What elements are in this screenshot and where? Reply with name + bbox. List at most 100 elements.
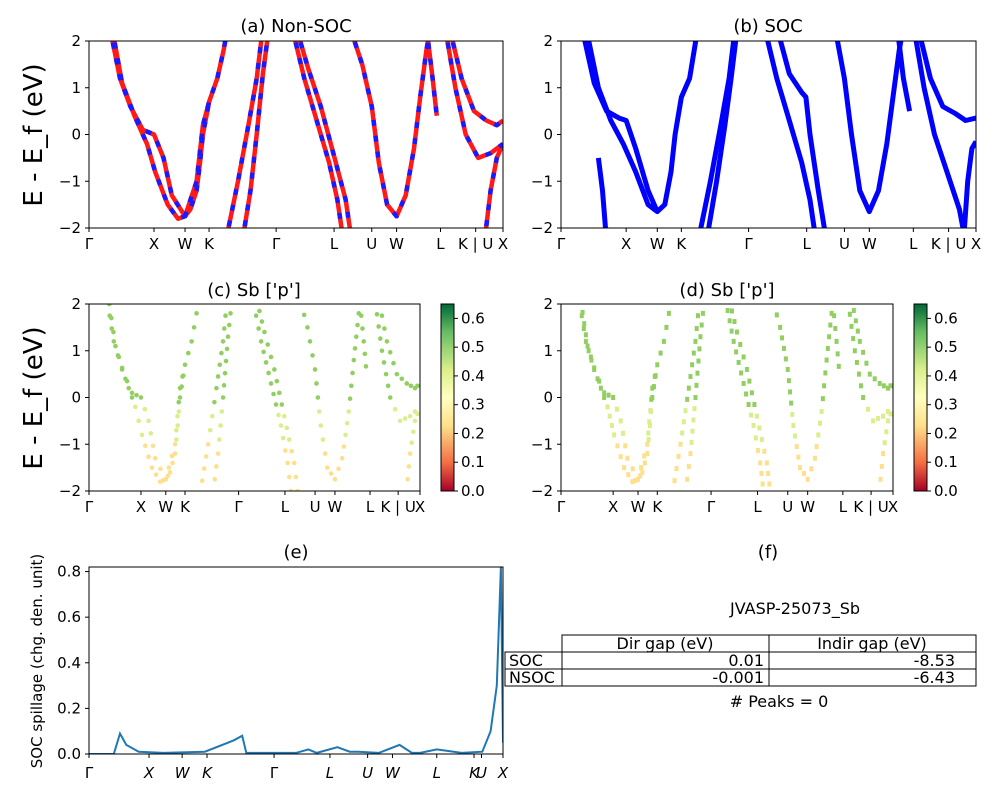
colorbar-tick-label: 0.0 (461, 482, 485, 500)
panelC-xtick-label: X (415, 498, 425, 516)
projection-point (328, 471, 334, 476)
projection-point (266, 370, 271, 376)
projection-point (384, 339, 390, 344)
projection-point (751, 423, 756, 429)
projection-point (805, 476, 810, 482)
projection-point (274, 378, 280, 384)
projection-point (209, 413, 215, 419)
projection-point (262, 329, 267, 335)
projection-point (407, 451, 413, 456)
projection-point (379, 348, 385, 354)
projection-point (142, 406, 148, 412)
projection-point (736, 359, 741, 365)
band-line (483, 142, 503, 228)
spillage-ylabel: SOC spillage (chg. den. unit) (28, 554, 46, 769)
projection-point (220, 395, 226, 400)
band-line (425, 41, 440, 117)
projection-point (113, 343, 118, 349)
projection-point (825, 345, 830, 351)
spillage-xtick-label: W (175, 764, 191, 782)
projection-point (586, 348, 591, 354)
projection-point (404, 381, 410, 386)
projection-point (689, 439, 694, 445)
panelC-ytick-label: 0 (71, 389, 81, 407)
projection-point (109, 326, 115, 331)
projection-point (686, 463, 691, 469)
projection-point (696, 358, 701, 364)
projection-point (215, 374, 221, 379)
projection-point (407, 413, 413, 419)
projection-point (126, 385, 132, 391)
projection-point (214, 464, 219, 469)
band-line (352, 41, 431, 219)
projection-point (760, 481, 765, 487)
projection-point (257, 308, 262, 314)
colorbar-d (913, 303, 928, 492)
band-line (706, 41, 739, 228)
panel-a-title: (a) Non-SOC (240, 16, 351, 37)
projection-point (174, 437, 179, 442)
projection-point (277, 390, 282, 396)
projection-point (864, 360, 869, 366)
spillage-ytick-label: 0.2 (57, 699, 81, 717)
table-header-indir-gap: Indir gap (eV) (817, 634, 927, 653)
projection-point (859, 383, 864, 389)
projection-point (645, 441, 650, 447)
colorbar-tick-label: 0.5 (934, 338, 958, 356)
projection-point (146, 418, 151, 424)
projection-point (139, 432, 145, 438)
projection-point (175, 423, 181, 428)
projection-point (397, 418, 403, 424)
panelD-xtick-label: X (608, 498, 618, 516)
panel-f-title: (f) (758, 542, 778, 563)
projection-point (623, 443, 628, 449)
projection-point (394, 371, 400, 377)
projection-point (836, 363, 841, 369)
panelD-xtick-label: Γ (557, 498, 566, 516)
projection-point (325, 465, 330, 470)
projection-point (607, 413, 612, 419)
projection-point (888, 383, 893, 389)
projection-point (415, 383, 420, 389)
projection-point (749, 412, 754, 418)
projection-point (406, 464, 412, 469)
panel-a-xtick-label: U (366, 235, 377, 253)
projection-point (111, 329, 116, 335)
projection-point (783, 356, 788, 362)
projection-point (823, 370, 828, 376)
projection-point (129, 395, 135, 400)
spillage-line (89, 567, 503, 754)
projection-point (849, 323, 854, 329)
projection-point (412, 418, 418, 424)
projection-point (177, 395, 183, 400)
projection-point (766, 470, 771, 476)
panelD-xtick-label: W (800, 498, 815, 516)
projection-point (391, 360, 396, 366)
projection-point (835, 351, 840, 357)
projection-point (642, 460, 647, 466)
projection-point (281, 413, 287, 419)
projection-point (215, 451, 221, 456)
band-ylabel-top: E - E_f (eV) (19, 63, 49, 206)
projection-point (221, 383, 227, 388)
projection-point (374, 311, 380, 317)
projection-point (647, 423, 652, 429)
projection-point (186, 350, 191, 356)
scatter-points (106, 304, 420, 491)
panelC-xtick-label: W (158, 498, 173, 516)
projection-point (727, 318, 732, 324)
projection-point (661, 338, 666, 344)
panelD-ytick-label: 2 (543, 295, 553, 313)
band-line (698, 41, 737, 228)
projection-point (293, 474, 299, 480)
projection-point (382, 326, 387, 331)
projection-point (253, 313, 259, 318)
projection-point (291, 460, 297, 466)
projection-point (886, 385, 891, 391)
projection-point (392, 406, 398, 412)
spillage-ytick-label: 0.6 (57, 608, 81, 626)
projection-point (876, 416, 881, 422)
projection-point (882, 440, 887, 446)
band-line (110, 41, 228, 219)
